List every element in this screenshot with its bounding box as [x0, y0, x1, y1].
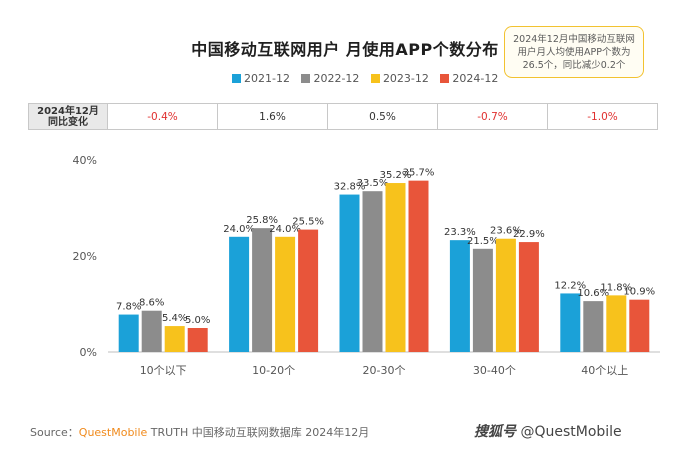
bar-2022-12-4	[583, 301, 604, 352]
bar-2023-12-4	[606, 295, 627, 352]
y-tick-label: 0%	[80, 346, 97, 359]
data-label: 22.9%	[513, 229, 545, 240]
legend-item-2021: 2021-12	[232, 72, 290, 85]
bar-2022-12-0	[141, 310, 162, 352]
yoy-change-header-line: 2024年12月	[37, 105, 99, 117]
source-text: TRUTH 中国移动互联网数据库 2024年12月	[147, 426, 370, 439]
data-label: 24.0%	[269, 224, 301, 235]
data-label: 32.8%	[334, 182, 366, 193]
watermark-text: @QuestMobile	[520, 424, 622, 440]
data-label: 11.8%	[600, 282, 632, 293]
data-label: 7.8%	[116, 302, 141, 313]
bar-2023-12-3	[495, 238, 516, 352]
bar-2021-12-0	[118, 314, 139, 352]
data-label: 8.6%	[139, 298, 164, 309]
data-label: 10.9%	[623, 287, 655, 298]
y-tick-label: 40%	[73, 154, 97, 167]
yoy-change-header-line: 同比变化	[48, 116, 88, 128]
data-label: 5.0%	[185, 315, 210, 326]
data-label: 25.5%	[292, 217, 324, 228]
summary-note: 2024年12月中国移动互联网 用户月人均使用APP个数为 26.5个，同比减少…	[504, 26, 644, 78]
watermark: 搜狐号 @QuestMobile	[474, 421, 622, 441]
bar-2022-12-1	[252, 228, 273, 352]
chart-title: 中国移动互联网用户 月使用APP个数分布	[191, 40, 499, 59]
source-label: Source：	[30, 426, 79, 439]
bar-2023-12-1	[275, 236, 296, 352]
bar-2024-12-3	[518, 242, 539, 352]
sohu-logo-icon: 搜狐号	[474, 424, 516, 440]
bar-2021-12-3	[449, 240, 470, 352]
legend-label-2023: 2023-12	[382, 72, 429, 85]
bar-2021-12-1	[229, 236, 250, 352]
yoy-change-cell: 0.5%	[327, 104, 437, 129]
data-label: 12.2%	[554, 280, 586, 291]
data-label: 35.2%	[380, 170, 412, 181]
yoy-change-cell: 1.6%	[217, 104, 327, 129]
yoy-change-cell: -0.7%	[437, 104, 547, 129]
legend-label-2022: 2022-12	[313, 72, 360, 85]
bar-2021-12-4	[560, 293, 581, 352]
legend-item-2023: 2023-12	[370, 72, 429, 85]
bar-2021-12-2	[339, 194, 360, 352]
legend-item-2024: 2024-12	[440, 72, 498, 85]
bar-2022-12-3	[472, 248, 493, 352]
data-label: 23.3%	[444, 227, 476, 238]
source-line: Source：QuestMobile TRUTH 中国移动互联网数据库 2024…	[30, 424, 369, 440]
bar-2024-12-4	[629, 299, 650, 352]
y-tick-label: 20%	[73, 250, 97, 263]
summary-note-line: 2024年12月中国移动互联网	[513, 34, 635, 45]
legend-label-2021: 2021-12	[244, 72, 290, 85]
x-tick-label: 10个以下	[140, 364, 187, 377]
data-label: 23.6%	[490, 226, 522, 237]
legend-swatch-2022	[301, 74, 311, 83]
yoy-change-cell: -1.0%	[547, 104, 657, 129]
legend-swatch-2021	[232, 74, 241, 83]
bar-2024-12-0	[187, 328, 208, 352]
data-label: 10.6%	[577, 288, 609, 299]
data-label: 25.8%	[246, 215, 278, 226]
yoy-change-table: 2024年12月 同比变化 -0.4% 1.6% 0.5% -0.7% -1.0…	[28, 103, 658, 130]
bar-2023-12-2	[385, 183, 406, 352]
legend: 2021-12 2022-12 2023-12 2024-12	[232, 72, 506, 86]
yoy-change-header: 2024年12月 同比变化	[29, 104, 107, 129]
bar-2024-12-1	[298, 229, 319, 352]
legend-swatch-2023	[370, 74, 380, 83]
data-label: 33.5%	[357, 178, 389, 189]
x-tick-label: 10-20个	[252, 364, 295, 377]
x-tick-label: 20-30个	[363, 364, 406, 377]
x-tick-label: 40个以上	[581, 364, 628, 377]
summary-note-line: 用户月人均使用APP个数为	[517, 47, 631, 58]
summary-note-line: 26.5个，同比减少0.2个	[522, 60, 626, 71]
data-label: 24.0%	[223, 224, 255, 235]
yoy-change-cell: -0.4%	[107, 104, 217, 129]
x-tick-label: 30-40个	[473, 364, 516, 377]
data-label: 21.5%	[467, 236, 499, 247]
legend-label-2024: 2024-12	[452, 72, 499, 85]
data-label: 35.7%	[403, 168, 435, 179]
legend-item-2022: 2022-12	[301, 72, 359, 85]
bar-2024-12-2	[408, 180, 429, 352]
bar-2022-12-2	[362, 191, 383, 352]
data-label: 5.4%	[162, 313, 187, 324]
legend-swatch-2024	[440, 74, 450, 83]
bar-2023-12-0	[164, 326, 185, 352]
source-brand: QuestMobile	[78, 426, 148, 439]
